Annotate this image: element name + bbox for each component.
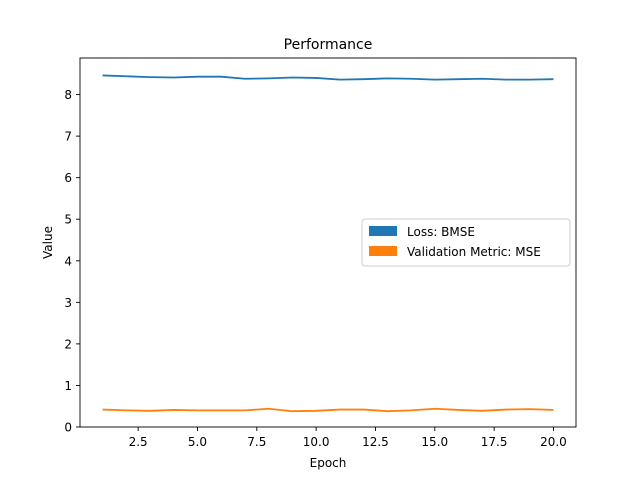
- legend-box: [361, 218, 571, 267]
- y-tick-label: 7: [64, 130, 72, 144]
- y-tick-label: 3: [64, 296, 72, 310]
- y-ticks: 0 1 2 3 4 5 6 7 8: [64, 88, 80, 435]
- legend-swatch-1: [369, 226, 397, 236]
- y-tick-label: 6: [64, 171, 72, 185]
- x-tick-label: 12.5: [362, 435, 389, 449]
- x-tick-label: 5.0: [188, 435, 207, 449]
- x-tick-label: 20.0: [540, 435, 567, 449]
- legend-label-2: Validation Metric: MSE: [407, 245, 541, 259]
- x-tick-label: 15.0: [421, 435, 448, 449]
- legend-label-1: Loss: BMSE: [407, 225, 475, 239]
- x-tick-label: 2.5: [129, 435, 148, 449]
- y-axis-label: Value: [41, 226, 55, 259]
- y-tick-label: 4: [64, 254, 72, 268]
- series-line-1: [102, 74, 554, 81]
- chart-title: Performance: [284, 37, 373, 53]
- legend: Loss: BMSE Validation Metric: MSE: [361, 218, 571, 267]
- x-ticks: 2.5 5.0 7.5 10.0 12.5 15.0 17.5 20.0: [129, 427, 567, 449]
- y-tick-label: 2: [64, 337, 72, 351]
- x-tick-label: 10.0: [303, 435, 330, 449]
- x-axis-label: Epoch: [310, 456, 347, 470]
- y-tick-label: 1: [64, 379, 72, 393]
- y-tick-label: 0: [64, 421, 72, 435]
- axes-layer: [79, 57, 577, 428]
- x-tick-label: 17.5: [481, 435, 508, 449]
- legend-swatch-2: [369, 246, 397, 256]
- y-tick-label: 5: [64, 213, 72, 227]
- y-tick-label: 8: [64, 88, 72, 102]
- series-line-2: [102, 407, 554, 413]
- series-layer: [102, 74, 554, 413]
- plot-frame: [79, 57, 577, 428]
- x-tick-label: 7.5: [247, 435, 266, 449]
